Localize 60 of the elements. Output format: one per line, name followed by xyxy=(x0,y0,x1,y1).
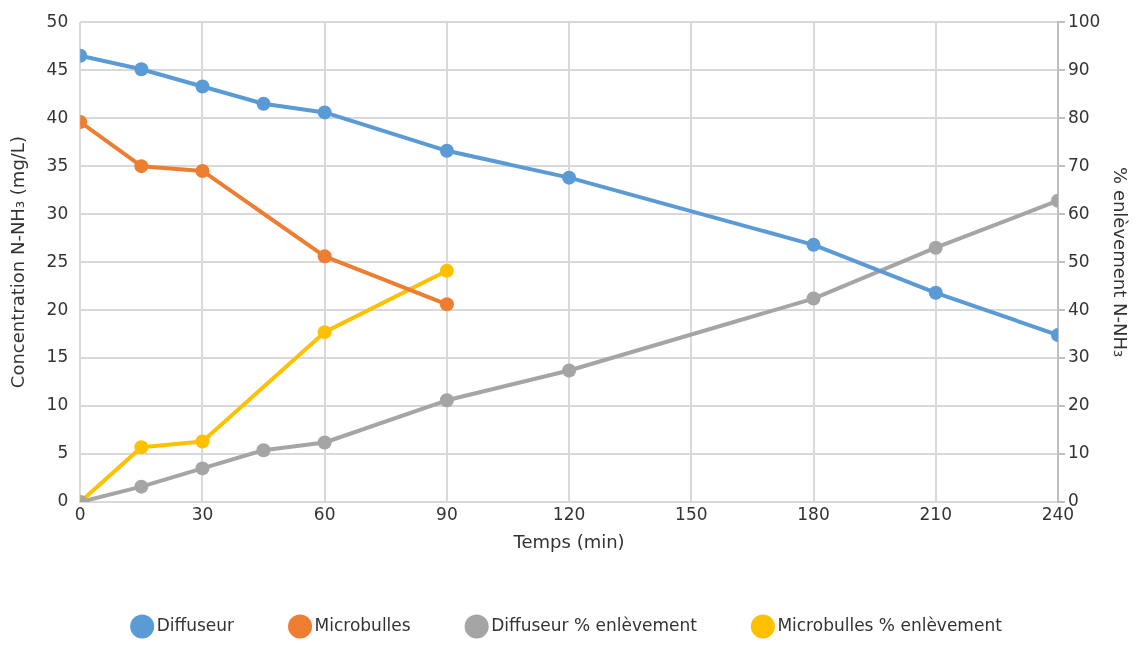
point xyxy=(317,249,332,264)
point xyxy=(928,285,943,300)
point xyxy=(439,393,454,408)
y-tick-label: 15 xyxy=(46,346,69,367)
y2-tick-label: 90 xyxy=(1067,58,1090,79)
point xyxy=(134,440,149,455)
x-tick-label: 90 xyxy=(436,503,458,524)
y-tick-label: 0 xyxy=(57,490,69,511)
x-tick-label: 150 xyxy=(675,503,708,524)
point xyxy=(195,434,210,449)
y2-tick-label: 100 xyxy=(1067,10,1101,31)
y-tick-label: 35 xyxy=(46,154,69,175)
legend-label: Diffuseur xyxy=(156,614,235,635)
x-tick-label: 180 xyxy=(797,503,830,524)
point xyxy=(134,159,149,174)
point xyxy=(439,297,454,312)
legend-label: Microbulles % enlèvement xyxy=(777,614,1003,635)
point xyxy=(195,163,210,178)
y-tick-label: 10 xyxy=(46,394,69,415)
point xyxy=(928,240,943,255)
point xyxy=(195,461,210,476)
y2-tick-label: 70 xyxy=(1067,154,1090,175)
point xyxy=(806,291,821,306)
y-tick-label: 50 xyxy=(46,10,69,31)
point xyxy=(134,479,149,494)
y2-tick-label: 20 xyxy=(1067,394,1090,415)
y-tick-label: 30 xyxy=(46,202,69,223)
point xyxy=(256,443,271,458)
x-tick-label: 60 xyxy=(313,503,336,524)
point xyxy=(806,237,821,252)
y-tick-label: 25 xyxy=(46,250,69,271)
y-tick-label: 5 xyxy=(57,442,69,463)
point xyxy=(317,325,332,340)
y2-axis-title: % enlèvement N-NH₃ xyxy=(1109,167,1131,358)
y-tick-label: 20 xyxy=(46,298,69,319)
point xyxy=(562,170,577,185)
x-tick-label: 0 xyxy=(74,503,86,524)
point xyxy=(562,363,577,378)
y-tick-label: 40 xyxy=(46,106,69,127)
legend-label: Microbulles xyxy=(314,614,411,635)
point xyxy=(317,105,332,120)
point xyxy=(439,143,454,158)
x-tick-label: 120 xyxy=(552,503,586,524)
point xyxy=(256,96,271,111)
point xyxy=(439,263,454,278)
y-axis-title: Concentration N-NH₃ (mg/L) xyxy=(7,136,29,389)
x-tick-label: 30 xyxy=(191,503,214,524)
point xyxy=(134,62,149,77)
x-axis-title: Temps (min) xyxy=(512,530,625,552)
y2-tick-label: 50 xyxy=(1067,250,1090,271)
y2-tick-label: 40 xyxy=(1067,298,1090,319)
x-tick-label: 210 xyxy=(919,503,952,524)
point xyxy=(317,435,332,450)
y2-tick-label: 80 xyxy=(1067,106,1090,127)
point xyxy=(195,79,210,94)
y-tick-label: 45 xyxy=(46,58,69,79)
legend-label: Diffuseur % enlèvement xyxy=(491,614,698,635)
y2-tick-label: 30 xyxy=(1067,346,1090,367)
y2-tick-label: 60 xyxy=(1067,202,1090,223)
y2-tick-label: 10 xyxy=(1067,442,1090,463)
